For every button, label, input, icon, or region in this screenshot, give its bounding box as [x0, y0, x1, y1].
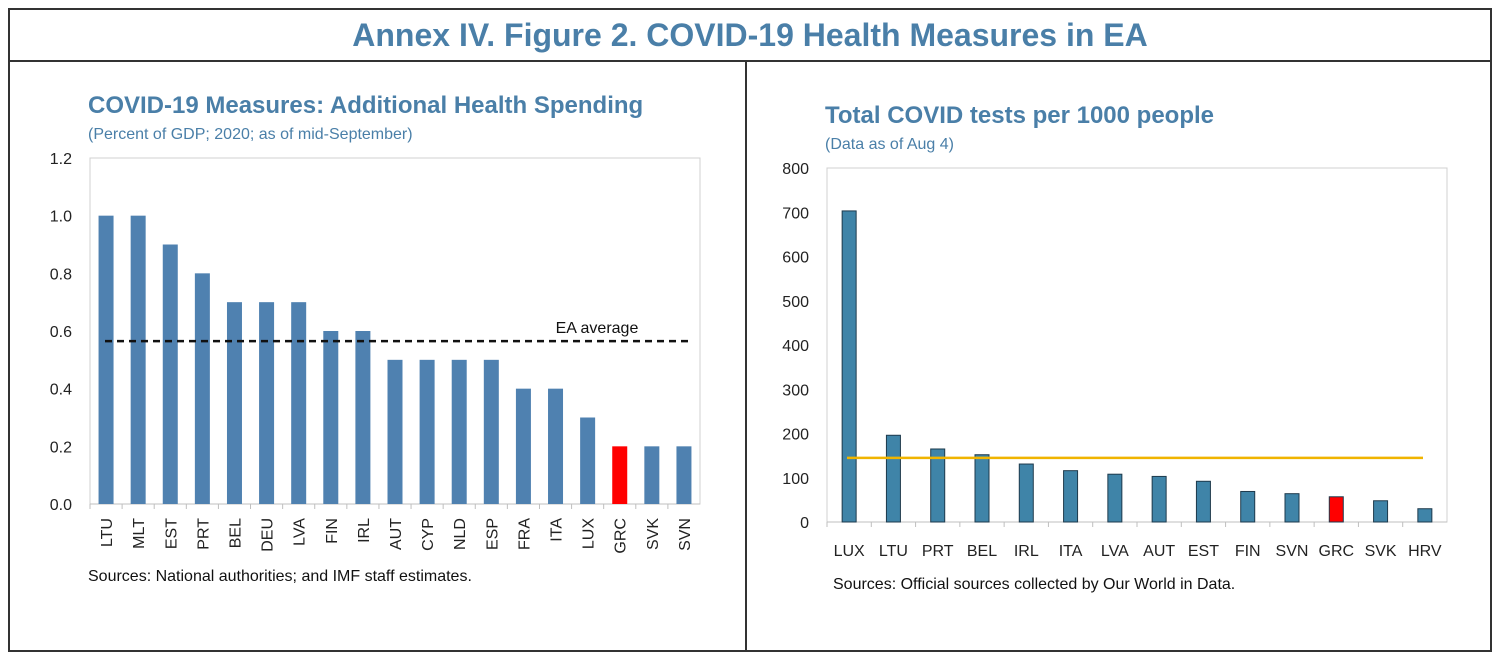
left-bar-deu	[259, 302, 275, 504]
left-bar-fra	[515, 388, 531, 504]
right-x-tick-label: AUT	[1143, 543, 1175, 560]
right-x-tick-label: ITA	[1059, 543, 1083, 560]
right-bar-prt	[930, 448, 946, 523]
right-x-tick-label: SVK	[1365, 543, 1397, 560]
figure-frame: Annex IV. Figure 2. COVID-19 Health Meas…	[8, 8, 1492, 652]
left-bar-aut	[387, 359, 403, 504]
right-bar-svk	[1373, 500, 1389, 523]
left-x-tick-label: IRL	[356, 518, 373, 543]
right-x-tick-label: PRT	[922, 543, 954, 560]
figure-title: Annex IV. Figure 2. COVID-19 Health Meas…	[352, 16, 1148, 53]
right-x-tick-label: HRV	[1408, 543, 1442, 560]
left-reference-line-label: EA average	[556, 320, 639, 337]
left-bar-svk	[644, 446, 660, 504]
right-x-tick-label: BEL	[967, 543, 997, 560]
left-x-tick-label: SVK	[645, 518, 662, 550]
right-x-tick-label: EST	[1188, 543, 1219, 560]
right-y-tick-label: 200	[782, 427, 809, 444]
right-y-tick-label: 300	[782, 382, 809, 399]
right-bar-irl	[1018, 463, 1034, 523]
right-chart-subtitle: (Data as of Aug 4)	[825, 136, 954, 153]
left-x-tick-label: PRT	[195, 518, 212, 550]
left-x-tick-label: CYP	[420, 518, 437, 551]
right-bar-ita	[1063, 470, 1079, 523]
left-y-tick-label: 1.0	[50, 209, 72, 226]
right-bar-aut	[1151, 475, 1167, 523]
right-bar-ltu	[885, 434, 901, 523]
left-bar-ita	[548, 388, 564, 504]
left-chart-source: Sources: National authorities; and IMF s…	[88, 568, 472, 585]
left-y-tick-label: 0.8	[50, 266, 72, 283]
right-y-tick-label: 0	[800, 515, 809, 532]
right-chart-title: Total COVID tests per 1000 people	[825, 102, 1215, 129]
panel-divider	[745, 62, 747, 652]
right-bar-lva	[1107, 473, 1123, 523]
figure-title-bar: Annex IV. Figure 2. COVID-19 Health Meas…	[10, 10, 1490, 62]
right-bar-lux	[841, 210, 857, 523]
left-x-tick-label: ESP	[484, 518, 501, 550]
right-bar-bel	[974, 454, 990, 523]
right-panel: Total COVID tests per 1000 people (Data …	[747, 62, 1492, 652]
right-x-tick-label: LUX	[834, 543, 865, 560]
left-bar-cyp	[419, 359, 435, 504]
left-x-tick-label: EST	[163, 518, 180, 549]
left-bar-mlt	[130, 215, 146, 504]
left-x-tick-label: GRC	[613, 518, 630, 554]
left-chart-subtitle: (Percent of GDP; 2020; as of mid-Septemb…	[88, 126, 413, 143]
left-y-tick-label: 0.4	[50, 382, 72, 399]
right-bar-est	[1195, 480, 1211, 523]
left-x-tick-label: DEU	[260, 518, 277, 552]
left-bar-irl	[355, 331, 371, 504]
left-x-tick-label: LVA	[292, 518, 309, 546]
left-bar-svn	[676, 446, 692, 504]
left-panel: COVID-19 Measures: Additional Health Spe…	[10, 62, 745, 652]
left-x-tick-label: AUT	[388, 518, 405, 550]
right-x-tick-label: LTU	[879, 543, 908, 560]
right-y-tick-label: 800	[782, 161, 809, 178]
left-x-tick-label: SVN	[677, 518, 694, 551]
left-x-tick-label: FRA	[516, 518, 533, 550]
right-bar-grc	[1328, 496, 1344, 523]
left-y-tick-label: 0.2	[50, 439, 72, 456]
right-y-tick-label: 100	[782, 471, 809, 488]
right-y-tick-label: 700	[782, 205, 809, 222]
right-bar-svn	[1284, 493, 1300, 523]
left-x-tick-label: FIN	[324, 518, 341, 544]
left-bar-grc	[612, 446, 628, 504]
left-bar-lva	[291, 302, 307, 504]
left-x-tick-label: NLD	[452, 518, 469, 550]
right-bar-hrv	[1417, 508, 1433, 523]
left-bar-est	[162, 244, 178, 504]
left-x-tick-label: MLT	[131, 518, 148, 549]
left-x-tick-label: LTU	[99, 518, 116, 547]
right-x-tick-label: LVA	[1101, 543, 1129, 560]
right-x-tick-label: FIN	[1235, 543, 1261, 560]
left-bar-fin	[323, 331, 339, 504]
left-bar-nld	[451, 359, 467, 504]
left-y-tick-label: 1.2	[50, 151, 72, 168]
left-y-tick-label: 0.0	[50, 497, 72, 514]
right-y-tick-label: 600	[782, 250, 809, 267]
right-x-tick-label: GRC	[1319, 543, 1355, 560]
right-bar-fin	[1240, 490, 1256, 523]
left-x-tick-label: ITA	[549, 518, 566, 542]
left-bar-esp	[483, 359, 499, 504]
right-chart-source: Sources: Official sources collected by O…	[833, 576, 1236, 593]
left-x-tick-label: LUX	[581, 518, 598, 549]
left-chart-title: COVID-19 Measures: Additional Health Spe…	[88, 92, 644, 119]
left-y-tick-label: 0.6	[50, 324, 72, 341]
right-plot-frame	[826, 167, 1448, 523]
left-bar-prt	[194, 273, 210, 504]
left-bar-bel	[226, 302, 242, 504]
right-chart: 0 100 200 300 400 500 600 700 800 LUX LTU PRT BEL IRL…	[782, 161, 1448, 560]
right-y-tick-label: 500	[782, 294, 809, 311]
left-bar-lux	[580, 417, 596, 504]
right-x-tick-label: SVN	[1276, 543, 1309, 560]
left-chart: 0.0 0.2 0.4 0.6 0.8 1.0 1.2 LTU MLT EST PRT BEL DEU L…	[50, 151, 701, 554]
left-x-tick-label: BEL	[227, 518, 244, 548]
right-x-tick-label: IRL	[1014, 543, 1039, 560]
left-bar-ltu	[98, 215, 114, 504]
right-y-tick-label: 400	[782, 338, 809, 355]
